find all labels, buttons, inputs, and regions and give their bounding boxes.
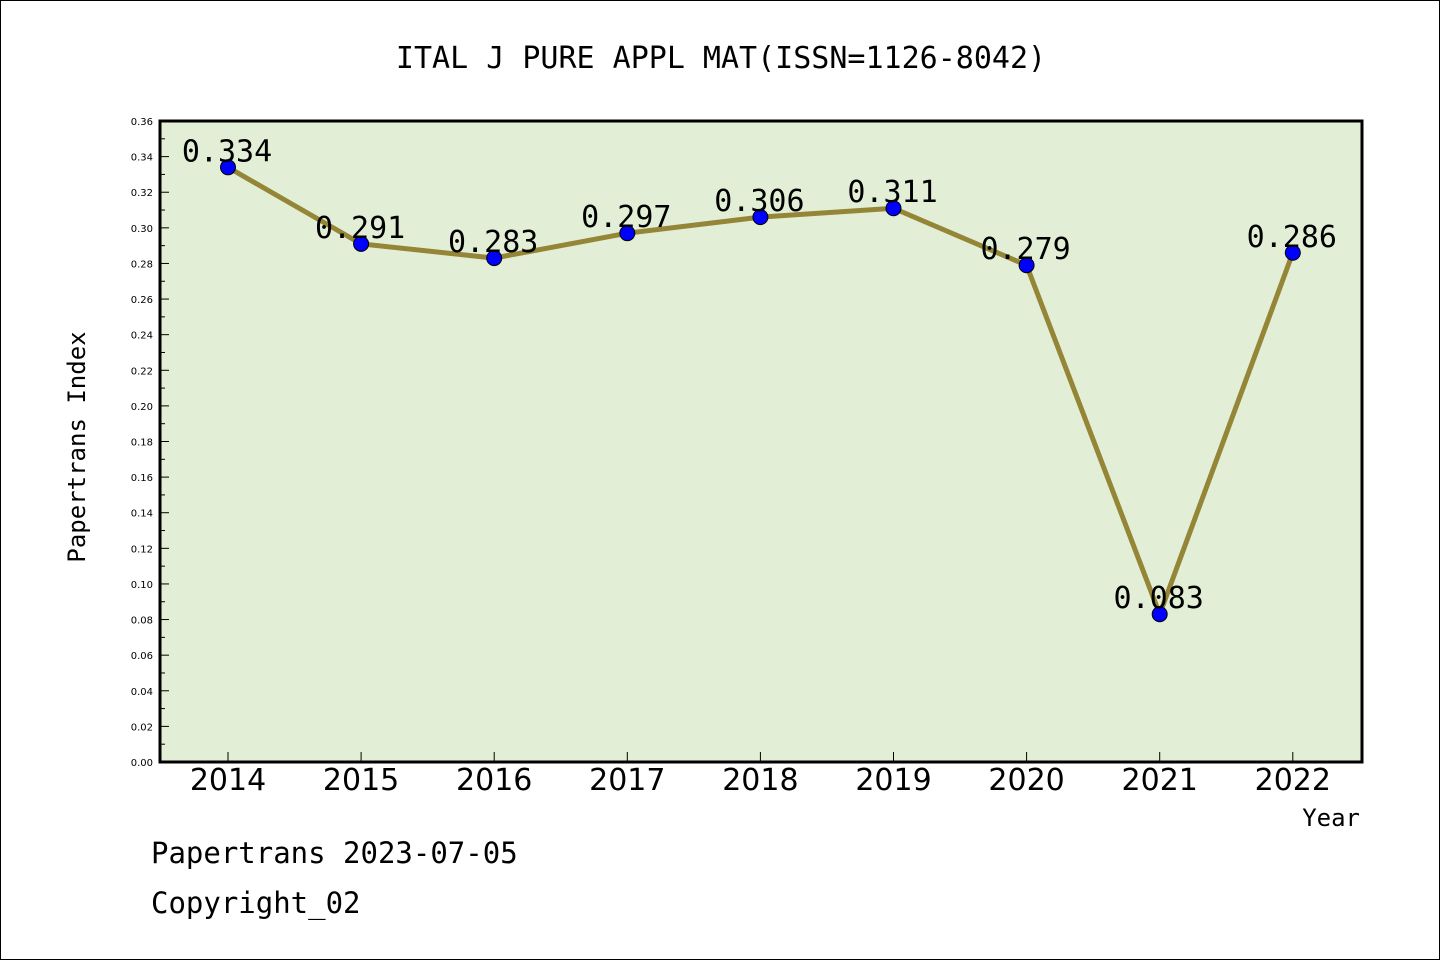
x-tick-label: 2014 [190,763,266,798]
y-tick-label: 0.30 [131,224,153,235]
y-tick-label: 0.34 [131,153,153,164]
data-label: 0.279 [980,232,1070,267]
data-point [1151,606,1168,623]
x-tick-label: 2016 [456,763,532,798]
plot-area [158,119,1364,764]
y-tick-label: 0.28 [131,259,153,270]
data-point [220,159,236,176]
data-point [1018,257,1035,274]
x-tick-label: 2022 [1255,763,1331,798]
x-tick-label: 2021 [1122,763,1198,798]
y-tick-label: 0.26 [131,295,153,306]
y-tick-label: 0.04 [131,687,153,698]
y-tick-label: 0.02 [131,722,153,733]
y-tick-label: 0.12 [131,544,153,555]
y-tick-label: 0.10 [131,580,153,591]
x-axis-label: Year [1302,804,1360,832]
footer-stamp: Papertrans 2023-07-05 [151,836,518,870]
data-label: 0.083 [1114,581,1204,616]
data-label: 0.291 [315,211,405,246]
y-tick-label: 0.36 [131,117,153,128]
x-tick-label: 2017 [589,763,665,798]
y-axis: 0.00 0.02 0.04 0.06 0.08 0.10 0.12 0.14 0.16 0.18… [131,117,169,769]
y-axis-label: Papertrans Index [63,331,91,562]
x-tick-label: 2020 [988,763,1064,798]
data-point [885,200,902,217]
data-point [752,209,769,226]
x-tick-label: 2018 [722,763,798,798]
y-tick-label: 0.00 [131,758,153,769]
y-tick-label: 0.22 [131,366,153,377]
data-label: 0.334 [182,134,272,169]
data-label: 0.286 [1247,220,1337,255]
chart-title: ITAL J PURE APPL MAT(ISSN=1126-8042) [396,41,1046,76]
data-point [353,235,370,252]
data-point [1284,244,1301,261]
y-tick-label: 0.32 [131,188,153,199]
data-point [486,250,503,267]
data-label: 0.311 [847,175,937,210]
footer-copyright: Copyright_02 [151,886,361,920]
y-tick-label: 0.24 [131,331,153,342]
y-tick-label: 0.18 [131,438,153,449]
x-tick-label: 2015 [323,763,399,798]
data-label: 0.283 [448,225,538,260]
data-label: 0.297 [581,200,671,235]
series-layer: 0.334 0.291 0.283 0.297 0.306 0.311 0.279 0.083… [182,134,1337,623]
y-tick-label: 0.16 [131,473,153,484]
y-tick-label: 0.06 [131,651,153,662]
y-tick-label: 0.14 [131,509,153,520]
data-point [619,225,636,242]
y-tick-label: 0.20 [131,402,153,413]
x-axis: 2014 2015 2016 2017 2018 2019 2020 2021 2022 [190,752,1331,798]
data-label: 0.306 [714,184,804,219]
y-tick-label: 0.08 [131,616,153,627]
x-tick-label: 2019 [855,763,931,798]
